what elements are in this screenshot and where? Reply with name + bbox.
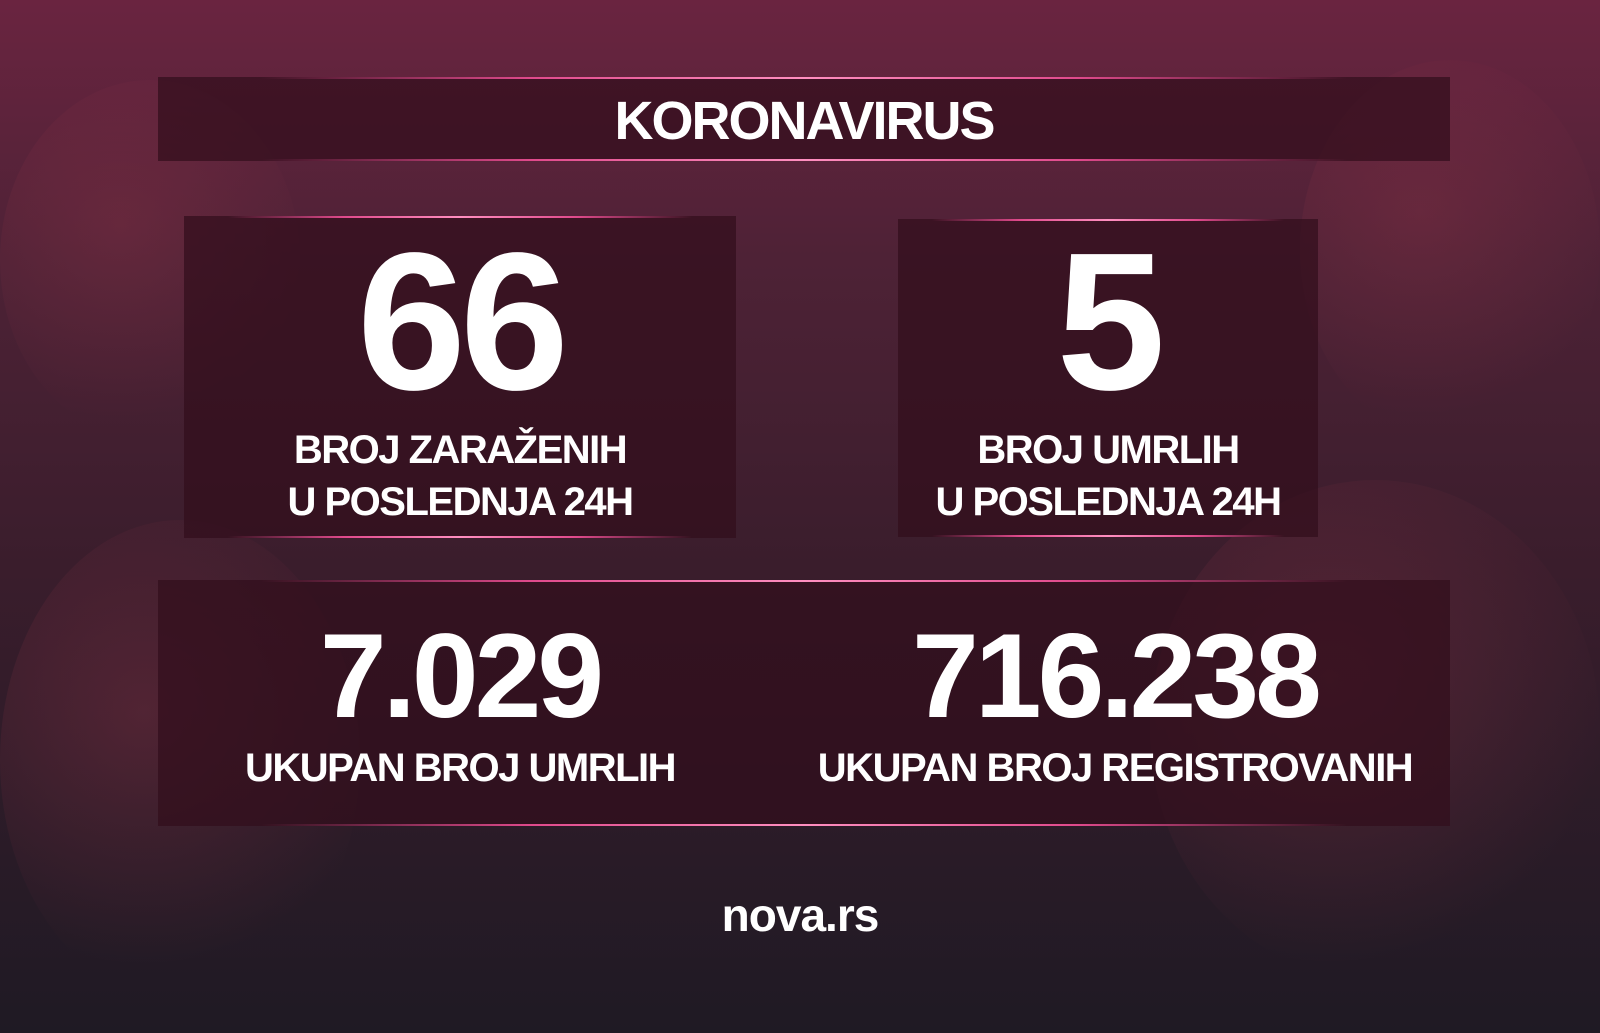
new-deaths-panel	[898, 219, 1318, 537]
new-cases-value: 66	[356, 212, 569, 431]
new-cases-label-line1: BROJ ZARAŽENIH	[293, 428, 628, 472]
brand-logo: nova.rs	[721, 889, 880, 941]
new-cases-label-line2: U POSLEDNJA 24H	[287, 480, 635, 524]
totals-band	[158, 580, 1450, 826]
new-cases-label: BROJ ZARAŽENIH U POSLEDNJA 24H	[184, 424, 736, 528]
total-deaths-label: UKUPAN BROJ UMRLIH	[244, 746, 677, 790]
new-deaths-label: BROJ UMRLIH U POSLEDNJA 24H	[858, 424, 1358, 528]
total-registered-label: UKUPAN BROJ REGISTROVANIH	[817, 746, 1414, 790]
total-registered-value: 716.238	[912, 609, 1322, 743]
new-deaths-label-line1: BROJ UMRLIH	[977, 428, 1240, 472]
new-deaths-value: 5	[1056, 212, 1165, 431]
new-deaths-label-line2: U POSLEDNJA 24H	[935, 480, 1283, 524]
new-cases-panel	[184, 216, 736, 538]
title-band	[158, 77, 1450, 161]
page-title: KORONAVIRUS	[614, 91, 995, 151]
total-deaths-value: 7.029	[319, 609, 604, 743]
